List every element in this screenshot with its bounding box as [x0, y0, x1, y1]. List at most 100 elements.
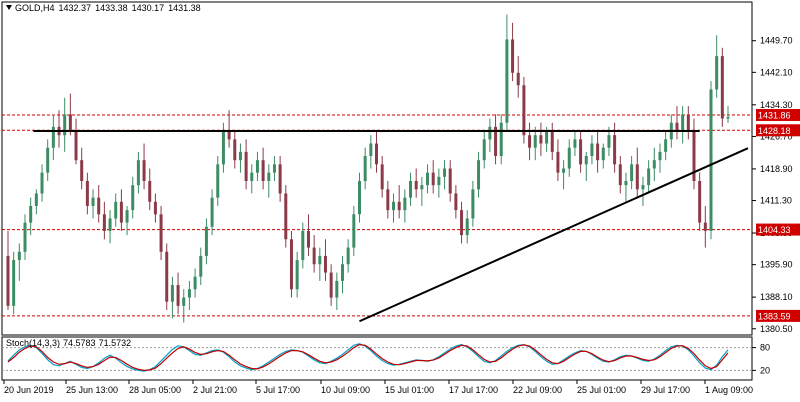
level-labels: 1431.86 1428.18 1404.33 1383.59 — [756, 108, 800, 322]
candle-body — [176, 285, 180, 306]
y-tick-label: 1442.10 — [760, 67, 793, 77]
x-tick-label: 17 Jul 17:00 — [449, 385, 498, 395]
candle-body — [647, 168, 651, 186]
candle-body — [703, 222, 707, 231]
candle-body — [494, 126, 498, 157]
low-value: 1430.17 — [131, 3, 165, 13]
candle-body — [6, 255, 10, 306]
indicator-pane-frame — [1, 336, 753, 381]
candle-body — [182, 297, 186, 306]
candle-body — [618, 164, 622, 186]
candle-body — [709, 89, 713, 231]
candle-body — [431, 172, 435, 186]
candle-body — [34, 193, 38, 206]
candle-body — [142, 160, 146, 181]
candle-body — [238, 151, 242, 161]
candle-body — [528, 135, 532, 148]
x-tick-label: 22 Jul 09:00 — [513, 385, 562, 395]
candle-body — [675, 122, 679, 132]
candle-body — [505, 39, 509, 123]
candle-body — [125, 210, 129, 223]
y-tick-label: 1380.50 — [760, 324, 793, 334]
y-tick-label: 1411.30 — [760, 196, 792, 206]
high-value: 1433.38 — [95, 3, 128, 13]
candle-body — [420, 185, 424, 190]
level-label: 1404.33 — [758, 225, 791, 235]
candle-body — [584, 156, 588, 165]
candle-body — [516, 72, 520, 86]
open-value: 1432.37 — [58, 3, 92, 13]
candle-body — [641, 185, 645, 190]
candle-body — [148, 180, 152, 202]
candle-body — [346, 247, 350, 265]
candle-body — [165, 251, 169, 302]
candle-body — [613, 135, 617, 165]
candle-body — [488, 126, 492, 140]
candle-body — [357, 180, 361, 215]
candle-body — [414, 180, 418, 190]
candle-body — [284, 193, 288, 240]
x-tick-label: 15 Jul 01:00 — [385, 385, 434, 395]
candle-body — [51, 126, 55, 148]
candle-body — [437, 176, 441, 186]
candle-body — [590, 143, 594, 157]
candle-body — [193, 276, 197, 290]
candle-body — [624, 180, 628, 186]
candle-body — [443, 168, 447, 177]
candle-body — [204, 226, 208, 256]
level-label: 1383.59 — [758, 311, 791, 321]
candle-body — [380, 164, 384, 190]
candle-body — [102, 214, 106, 231]
candle-body — [562, 168, 566, 173]
candle-body — [720, 56, 724, 119]
candle-body — [681, 114, 685, 132]
candle-body — [12, 260, 16, 306]
candle-body — [136, 160, 140, 186]
candle-body — [477, 160, 481, 190]
close-value: 1431.38 — [168, 3, 201, 13]
x-tick-label: 25 Jul 01:00 — [577, 385, 626, 395]
y-tick-label: 1434.30 — [760, 100, 793, 110]
stoch-level-label: 20 — [760, 365, 770, 375]
y-tick-label: 1449.70 — [760, 36, 793, 46]
candle-body — [499, 122, 503, 157]
x-tick-label: 28 Jun 05:00 — [129, 385, 181, 395]
x-tick-label: 29 Jul 17:00 — [641, 385, 690, 395]
candle-body — [272, 164, 276, 173]
candle-body — [46, 147, 50, 173]
level-label-box — [756, 108, 800, 121]
candle-body — [454, 193, 458, 211]
candle-body — [289, 239, 293, 290]
candle-body — [74, 131, 78, 161]
candle-body — [664, 139, 668, 152]
candle-body — [573, 139, 577, 148]
candle-body — [131, 185, 135, 211]
candle-body — [726, 116, 730, 119]
chevron-down-icon[interactable] — [6, 5, 12, 10]
candle-body — [63, 114, 67, 136]
candle-body — [199, 255, 203, 277]
level-label-box — [756, 309, 800, 322]
candle-body — [159, 214, 163, 252]
candle-body — [426, 172, 430, 186]
candle-body — [40, 172, 44, 194]
candle-body — [409, 180, 413, 198]
candle-body — [244, 151, 248, 181]
candle-body — [312, 247, 316, 265]
stoch-signal-line — [7, 343, 729, 372]
candle-body — [392, 201, 396, 211]
candle-body — [306, 230, 310, 248]
level-label-box — [756, 223, 800, 236]
x-tick-label: 1 Aug 09:00 — [705, 385, 753, 395]
candle-body — [386, 189, 390, 211]
y-tick-label: 1395.90 — [760, 260, 793, 270]
stochastic-name: Stoch(14,3,3) — [6, 338, 61, 348]
candle-body — [630, 164, 634, 181]
stochastic-signal-value: 71.5732 — [98, 338, 132, 348]
candle-body — [567, 147, 571, 169]
candle-body — [596, 143, 600, 161]
candle-body — [579, 139, 583, 165]
x-tick-label: 5 Jul 17:00 — [256, 385, 300, 395]
